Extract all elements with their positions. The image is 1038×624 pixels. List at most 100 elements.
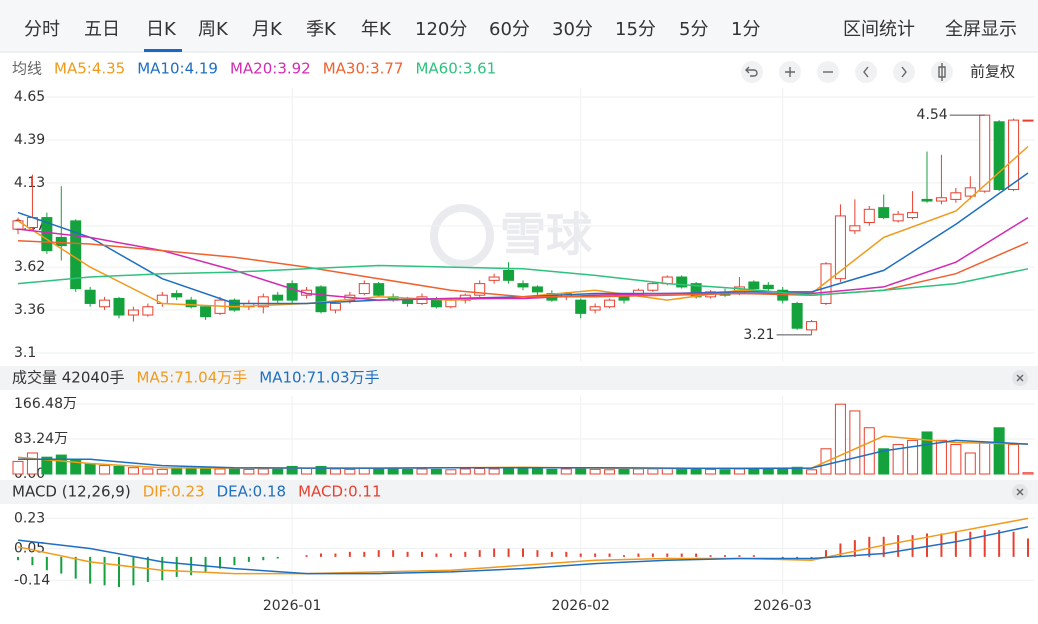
watermark: 雪球 xyxy=(430,204,593,268)
tab[interactable]: 15分 xyxy=(615,19,656,40)
volume-bar xyxy=(12,460,24,475)
candle-body xyxy=(517,283,529,288)
volume-bar xyxy=(661,468,673,475)
y-tick-label: 4.65 xyxy=(14,89,45,105)
candle-body xyxy=(820,263,832,304)
volume-bar xyxy=(243,468,255,475)
candle-body xyxy=(618,296,630,301)
volume-bar xyxy=(127,467,139,475)
candle-body xyxy=(878,207,890,219)
legend-entry: MA5:4.35 xyxy=(54,60,125,78)
candle-body xyxy=(1022,119,1034,122)
volume-bar xyxy=(84,462,96,475)
candle-body xyxy=(41,217,53,252)
volume-bar xyxy=(604,469,616,475)
legend-entry: MA5:71.04万手 xyxy=(137,369,248,387)
ma-line xyxy=(17,526,1029,575)
volume-bar xyxy=(430,468,442,475)
panel-title: MACD (12,26,9) xyxy=(12,483,131,501)
x-tick-label: 2026-03 xyxy=(753,598,812,614)
volume-bar xyxy=(719,469,731,475)
candle-body xyxy=(185,299,197,308)
tab[interactable]: 1分 xyxy=(731,19,760,40)
action[interactable]: 全屏显示 xyxy=(945,19,1017,40)
right-button[interactable] xyxy=(893,61,915,83)
undo-button[interactable] xyxy=(741,61,763,83)
volume-bar xyxy=(647,468,659,475)
volume-bar xyxy=(531,468,543,475)
y-tick-label: 0.23 xyxy=(14,510,45,526)
tab[interactable]: 60分 xyxy=(489,19,530,40)
volume-bar xyxy=(632,468,644,475)
candle-body xyxy=(849,225,861,232)
candle-body xyxy=(329,302,341,311)
macd-header-bg xyxy=(0,480,1038,504)
left-button[interactable] xyxy=(855,61,877,83)
volume-bar xyxy=(935,439,947,475)
volume-bar xyxy=(950,444,962,475)
volume-bar xyxy=(142,468,154,475)
legend-entry: MACD:0.11 xyxy=(298,483,381,501)
candle-body xyxy=(228,299,240,311)
candle-body xyxy=(315,286,327,313)
legend-entry: DIF:0.23 xyxy=(143,483,205,501)
volume-bar xyxy=(55,454,67,475)
panel-title: 均线 xyxy=(12,60,42,78)
volume-bar xyxy=(286,465,298,475)
watermark-text: 雪球 xyxy=(500,208,593,262)
volume-bar xyxy=(748,468,760,475)
candle-body xyxy=(589,306,601,311)
candle-body xyxy=(935,197,947,202)
y-tick-label: 4.39 xyxy=(14,132,45,148)
candle-body xyxy=(474,283,486,296)
volume-bar xyxy=(517,468,529,475)
panel-title: 成交量 42040手 xyxy=(12,369,125,387)
volume-bar xyxy=(863,427,875,475)
tab[interactable]: 月K xyxy=(252,19,283,40)
volume-bar xyxy=(560,468,572,475)
action[interactable]: 区间统计 xyxy=(843,19,915,40)
tab[interactable]: 5分 xyxy=(679,19,708,40)
close-macd-icon xyxy=(1016,488,1024,496)
close-volume-icon xyxy=(1016,374,1024,382)
candle-body xyxy=(575,299,587,314)
candle-body xyxy=(503,269,515,281)
volume-bar xyxy=(301,467,313,475)
tab[interactable]: 日K xyxy=(146,19,177,40)
adjust-selector[interactable]: 前复权 xyxy=(970,63,1015,81)
ma-line xyxy=(17,264,1029,296)
tab[interactable]: 周K xyxy=(198,19,229,40)
tab[interactable]: 五日 xyxy=(84,19,120,40)
volume-bar xyxy=(228,468,240,475)
tab[interactable]: 30分 xyxy=(552,19,593,40)
volume-bar xyxy=(387,468,399,475)
candle-body xyxy=(676,276,688,288)
volume-bar xyxy=(373,467,385,475)
volume-bar xyxy=(459,468,471,475)
candle-body xyxy=(286,283,298,301)
candle-body xyxy=(84,289,96,304)
candle-body xyxy=(834,215,846,280)
y-tick-label: 3.1 xyxy=(14,345,36,361)
tab[interactable]: 120分 xyxy=(415,19,467,40)
candle-body xyxy=(358,283,370,295)
tab[interactable]: 季K xyxy=(306,19,337,40)
candle-body xyxy=(748,281,760,290)
candle-body xyxy=(964,187,976,197)
volume-bar xyxy=(503,467,515,475)
volume-bar xyxy=(834,403,846,475)
candle-body xyxy=(113,297,125,316)
tab[interactable]: 分时 xyxy=(24,19,60,40)
candle-body xyxy=(604,299,616,308)
x-tick-label: 2026-01 xyxy=(263,598,322,614)
candle-body xyxy=(445,299,457,308)
tab[interactable]: 年K xyxy=(361,19,392,40)
volume-bar xyxy=(705,468,717,475)
ma-line xyxy=(17,517,1029,575)
volume-bar xyxy=(329,468,341,475)
y-tick-label: 4.13 xyxy=(14,175,45,191)
candle-body xyxy=(12,220,24,230)
ma-line xyxy=(18,439,1029,470)
volume-bar xyxy=(618,468,630,475)
candle-body xyxy=(993,121,1005,190)
